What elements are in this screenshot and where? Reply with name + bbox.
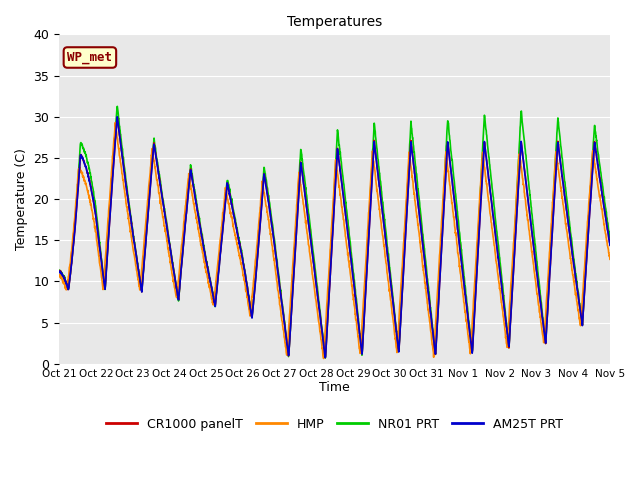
Text: WP_met: WP_met xyxy=(67,51,113,64)
Title: Temperatures: Temperatures xyxy=(287,15,382,29)
Legend: CR1000 panelT, HMP, NR01 PRT, AM25T PRT: CR1000 panelT, HMP, NR01 PRT, AM25T PRT xyxy=(101,413,568,436)
Y-axis label: Temperature (C): Temperature (C) xyxy=(15,148,28,250)
X-axis label: Time: Time xyxy=(319,381,350,395)
